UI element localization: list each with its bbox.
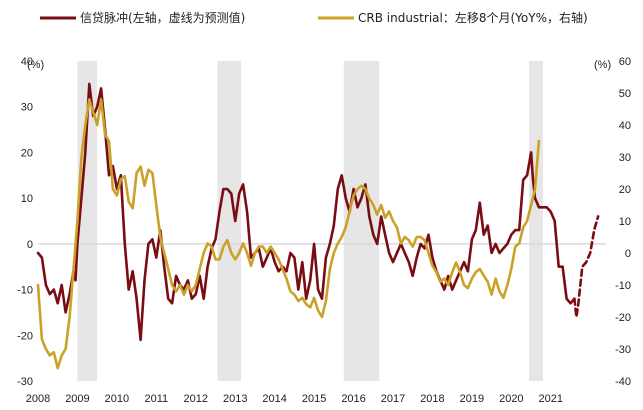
axis-layer: (%) (%) 403020100-10-20-306050403020100-…: [17, 56, 631, 405]
left-tick-label: 0: [27, 239, 33, 251]
x-tick-label: 2017: [381, 393, 405, 405]
x-tick-label: 2019: [460, 393, 484, 405]
x-tick-label: 2014: [262, 393, 286, 405]
right-tick-label: 30: [619, 152, 631, 164]
left-tick-label: 10: [21, 193, 33, 205]
legend-label-credit: 信贷脉冲(左轴，虚线为预测值): [80, 10, 245, 25]
shaded-period-2: [217, 61, 242, 381]
x-tick-label: 2009: [65, 393, 89, 405]
left-tick-label: 20: [21, 147, 33, 159]
x-tick-label: 2013: [223, 393, 247, 405]
left-tick-label: -30: [17, 376, 33, 388]
shaded-period-3: [343, 61, 380, 381]
right-tick-label: -40: [615, 376, 631, 388]
x-tick-label: 2020: [499, 393, 523, 405]
x-tick-label: 2015: [302, 393, 326, 405]
x-tick-label: 2012: [184, 393, 208, 405]
legend-label-crb: CRB industrial：左移8个月(YoY%，右轴): [358, 10, 588, 25]
right-tick-label: 50: [619, 88, 631, 100]
series-line-credit-impulse: [36, 82, 576, 342]
shading-layer: [77, 61, 543, 381]
right-tick-label: 60: [619, 56, 631, 68]
right-tick-label: 20: [619, 184, 631, 196]
right-tick-label: -20: [615, 312, 631, 324]
right-tick-label: 0: [625, 248, 631, 260]
left-axis-unit: (%): [27, 59, 44, 71]
left-tick-label: 40: [21, 56, 33, 68]
right-tick-label: -30: [615, 344, 631, 356]
x-tick-label: 2008: [26, 393, 50, 405]
right-axis-unit: (%): [594, 59, 611, 71]
shaded-period-4: [529, 61, 543, 381]
left-tick-label: 30: [21, 102, 33, 114]
right-tick-label: 40: [619, 120, 631, 132]
left-tick-label: -20: [17, 330, 33, 342]
x-tick-label: 2016: [341, 393, 365, 405]
x-tick-label: 2011: [145, 393, 169, 405]
series-layer: [36, 82, 600, 370]
x-tick-label: 2018: [420, 393, 444, 405]
legend: 信贷脉冲(左轴，虚线为预测值) CRB industrial：左移8个月(YoY…: [40, 10, 588, 25]
x-tick-label: 2021: [539, 393, 563, 405]
right-tick-label: -10: [615, 280, 631, 292]
series-line-crb-industrial: [36, 98, 541, 370]
series-line-credit-impulse-forecast: [573, 215, 600, 319]
left-tick-label: -10: [17, 285, 33, 297]
right-tick-label: 10: [619, 216, 631, 228]
x-tick-label: 2010: [105, 393, 129, 405]
